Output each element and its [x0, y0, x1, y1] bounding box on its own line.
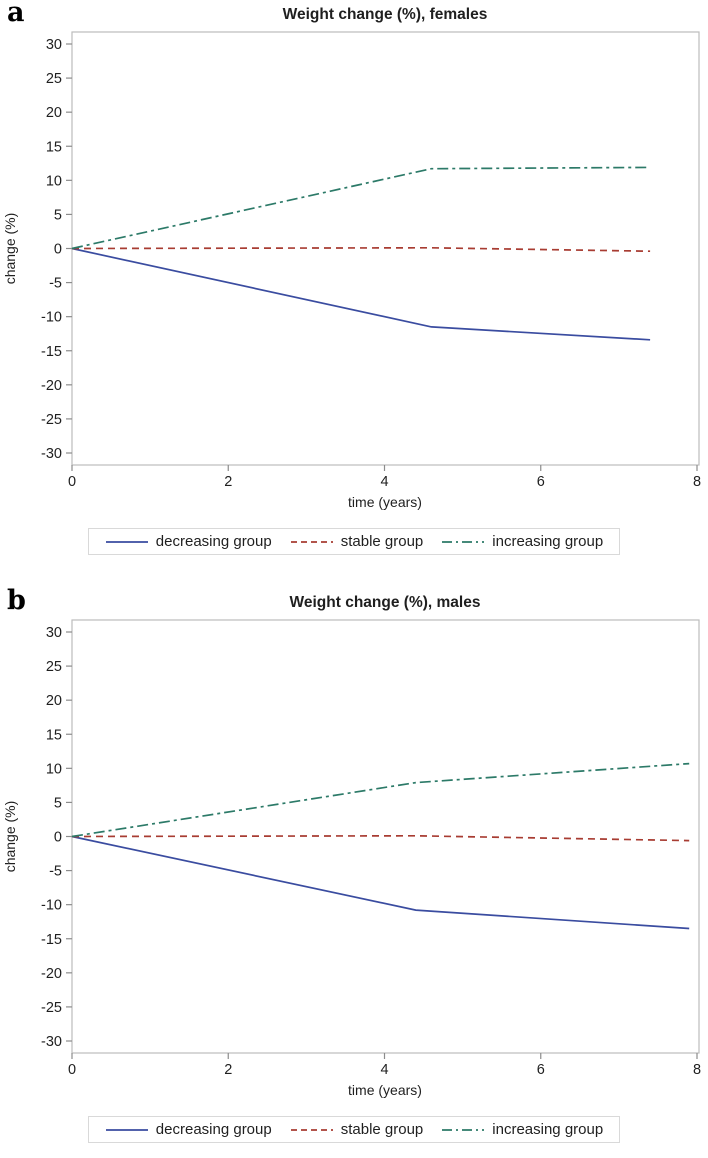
y-tick-label: -5 [49, 864, 62, 880]
legend-label: stable group [340, 533, 424, 550]
y-tick-label: -30 [41, 446, 62, 462]
y-tick-label: -30 [41, 1034, 62, 1050]
legend-label: decreasing group [155, 1121, 272, 1138]
legend-label: decreasing group [155, 533, 272, 550]
panel-label-b: b [7, 585, 26, 616]
legend-label: stable group [340, 1121, 424, 1138]
x-tick-label: 8 [693, 474, 701, 490]
y-tick-label: -15 [41, 932, 62, 948]
legend-line-swatch-increasing-group [442, 1128, 485, 1131]
legend-line-swatch-stable-group [290, 540, 333, 543]
x-tick-label: 6 [537, 1062, 545, 1078]
y-tick-label: 15 [46, 139, 62, 155]
legend-line-swatch-increasing-group [442, 540, 485, 543]
series-line-increasing-group [71, 762, 690, 838]
legend-box: decreasing group stable group increasing g… [87, 1116, 621, 1143]
legend-label: increasing group [492, 1121, 604, 1138]
y-tick-label: 5 [54, 795, 62, 811]
legend-item-increasing-group: increasing group [441, 1121, 603, 1138]
y-tick-label: -25 [41, 1000, 62, 1016]
series-line-decreasing-group [71, 247, 651, 341]
series-line-stable-group [71, 246, 651, 253]
y-tick-label: 10 [46, 761, 62, 777]
x-tick-label: 0 [68, 474, 76, 490]
x-tick-label: 0 [68, 1062, 76, 1078]
y-tick-label: 25 [46, 659, 62, 675]
y-tick-label: -25 [41, 412, 62, 428]
legend-box: decreasing group stable group increasing g… [87, 528, 621, 555]
chart-title: Weight change (%), males [290, 594, 481, 611]
y-tick-label: 5 [54, 207, 62, 223]
legend-line-swatch-decreasing-group [105, 540, 148, 543]
x-tick-label: 4 [380, 1062, 388, 1078]
y-tick-label: 25 [46, 71, 62, 87]
legend-item-increasing-group: increasing group [441, 533, 603, 550]
y-tick-label: 30 [46, 37, 62, 53]
panel-females: a Weight change (%), females 30 25 20 15 10 5 0… [0, 0, 708, 555]
legend-line-swatch-decreasing-group [105, 1128, 148, 1131]
x-axis-title: time (years) [348, 1082, 422, 1098]
legend-item-stable-group: stable group [290, 1121, 424, 1138]
y-axis-title: change (%) [2, 213, 18, 285]
y-tick-label: 30 [46, 625, 62, 641]
y-tick-label: -5 [49, 276, 62, 292]
legend-item-decreasing-group: decreasing group [105, 1121, 272, 1138]
y-tick-label: -20 [41, 966, 62, 982]
legend-item-stable-group: stable group [290, 533, 424, 550]
x-tick-label: 8 [693, 1062, 701, 1078]
legend-item-decreasing-group: decreasing group [105, 533, 272, 550]
y-tick-label: 10 [46, 173, 62, 189]
series-line-decreasing-group [71, 835, 690, 930]
panel-males: b Weight change (%), males 30 25 20 15 10 5 0 -5… [0, 585, 708, 1143]
y-tick-label: -10 [41, 898, 62, 914]
x-axis-title: time (years) [348, 494, 422, 510]
x-tick-label: 2 [224, 1062, 232, 1078]
y-tick-label: -10 [41, 310, 62, 326]
legend-label: increasing group [492, 533, 604, 550]
x-tick-label: 2 [224, 474, 232, 490]
x-tick-label: 6 [537, 474, 545, 490]
chart-males-canvas: Weight change (%), males302520151050-5-1… [2, 594, 701, 1098]
y-tick-label: 20 [46, 693, 62, 709]
chart-females-canvas: Weight change (%), females302520151050-5… [2, 6, 701, 510]
panel-label-a: a [7, 0, 25, 28]
y-axis-title: change (%) [2, 801, 18, 873]
x-tick-label: 4 [380, 474, 388, 490]
y-tick-label: -15 [41, 344, 62, 360]
y-tick-label: -20 [41, 378, 62, 394]
legend-males: decreasing group stable group increasing g… [0, 1116, 708, 1143]
y-tick-label: 0 [54, 242, 62, 258]
legend-line-swatch-stable-group [290, 1128, 333, 1131]
y-tick-label: 20 [46, 105, 62, 121]
y-tick-label: 0 [54, 830, 62, 846]
series-line-increasing-group [71, 166, 651, 250]
legend-females: decreasing group stable group increasing g… [0, 528, 708, 555]
chart-title: Weight change (%), females [283, 6, 488, 23]
y-tick-label: 15 [46, 727, 62, 743]
series-line-stable-group [71, 834, 690, 842]
